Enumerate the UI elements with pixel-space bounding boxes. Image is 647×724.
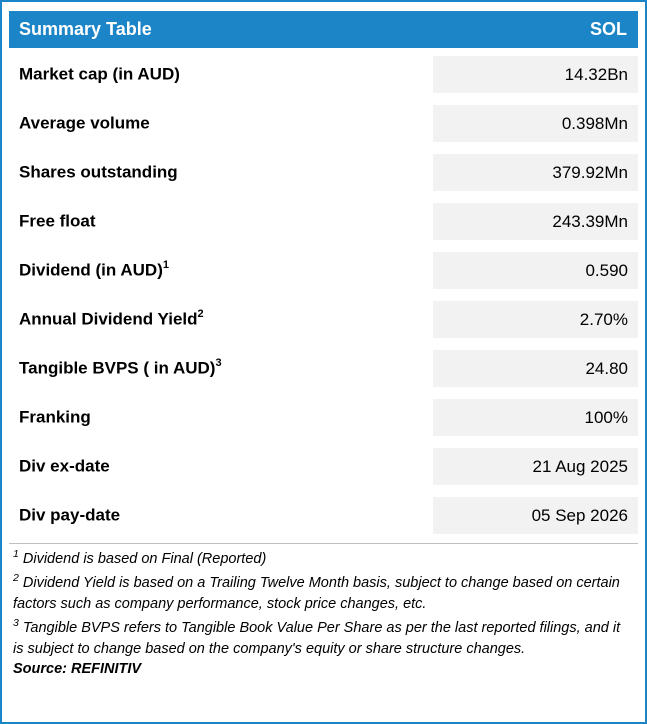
footnotes: 1 Dividend is based on Final (Reported) …	[9, 543, 638, 659]
row-value: 21 Aug 2025	[433, 448, 638, 485]
footnote-3: 3 Tangible BVPS refers to Tangible Book …	[13, 617, 621, 657]
source-attribution: Source: REFINITIV	[13, 661, 142, 678]
row-label: Tangible BVPS ( in AUD)3	[19, 357, 222, 378]
row-label: Market cap (in AUD)	[19, 64, 180, 84]
row-value: 2.70%	[433, 301, 638, 338]
footnote-1: 1 Dividend is based on Final (Reported)	[13, 548, 267, 567]
row-value: 05 Sep 2026	[433, 497, 638, 534]
row-value: 243.39Mn	[433, 203, 638, 240]
table-row: Annual Dividend Yield2 2.70%	[9, 295, 638, 344]
table-row: Dividend (in AUD)1 0.590	[9, 246, 638, 295]
row-label: Franking	[19, 407, 91, 427]
row-label: Shares outstanding	[19, 162, 178, 182]
row-label: Annual Dividend Yield2	[19, 308, 204, 329]
row-label: Div ex-date	[19, 456, 110, 476]
footnote-2: 2 Dividend Yield is based on a Trailing …	[13, 572, 620, 612]
table-row: Tangible BVPS ( in AUD)3 24.80	[9, 344, 638, 393]
row-value: 14.32Bn	[433, 56, 638, 93]
row-value: 0.398Mn	[433, 105, 638, 142]
table-row: Free float 243.39Mn	[9, 197, 638, 246]
table-row: Franking 100%	[9, 393, 638, 442]
ticker-label: SOL	[589, 19, 627, 39]
table-body: Market cap (in AUD) 14.32Bn Average volu…	[9, 50, 638, 540]
table-header: Summary Table SOL	[9, 11, 638, 48]
row-value: 0.590	[433, 252, 638, 289]
row-label: Dividend (in AUD)1	[19, 259, 169, 280]
table-row: Market cap (in AUD) 14.32Bn	[9, 50, 638, 99]
row-label: Div pay-date	[19, 505, 121, 525]
table-row: Shares outstanding 379.92Mn	[9, 148, 638, 197]
table-row: Div pay-date 05 Sep 2026	[9, 491, 638, 540]
row-label: Free float	[19, 211, 96, 231]
table-row: Div ex-date 21 Aug 2025	[9, 442, 638, 491]
row-value: 24.80	[433, 350, 638, 387]
row-value: 100%	[433, 399, 638, 436]
row-value: 379.92Mn	[433, 154, 638, 191]
table-title: Summary Table	[19, 19, 152, 39]
row-label: Average volume	[19, 113, 150, 133]
table-row: Average volume 0.398Mn	[9, 99, 638, 148]
